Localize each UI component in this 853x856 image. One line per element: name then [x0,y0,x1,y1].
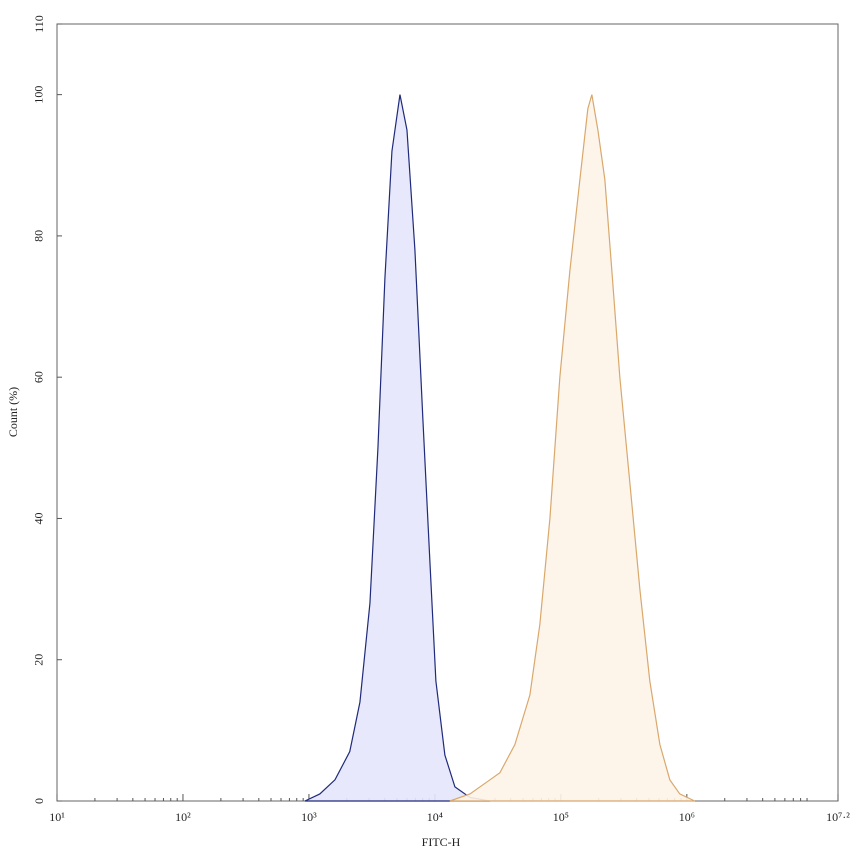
y-tick-label: 60 [32,371,46,383]
y-tick-label: 110 [32,15,46,33]
x-tick-label: 10¹ [49,810,65,824]
x-tick-label: 10⁶ [679,810,695,824]
histogram-area [304,94,491,802]
x-tick-label: 10² [175,810,191,824]
x-tick-label: 10³ [301,810,317,824]
histogram-area [449,94,696,802]
y-tick-label: 40 [32,512,46,524]
x-tick-label: 10⁴ [427,810,443,824]
plot-frame [56,23,839,802]
x-tick-label: 10⁵ [553,810,569,824]
y-tick-label: 0 [32,798,46,804]
y-axis-label: Count (%) [6,387,20,437]
y-tick-label: 20 [32,654,46,666]
y-tick-label: 80 [32,230,46,242]
y-tick-label: 100 [32,86,46,104]
x-tick-label: 10⁷·² [826,810,850,824]
x-axis-label: FITC-H [422,835,461,849]
